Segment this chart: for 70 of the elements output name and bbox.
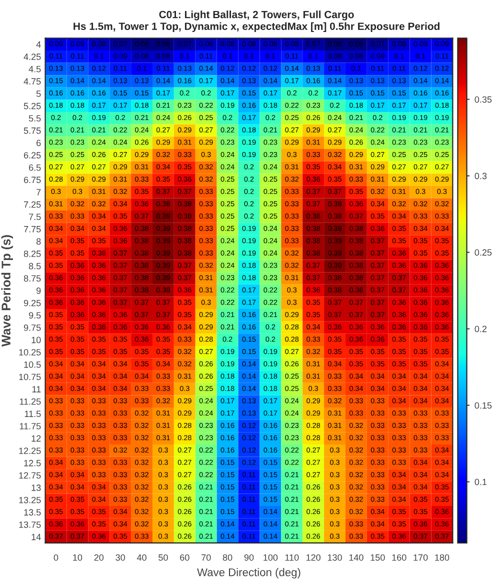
y-tick-label: 11.5	[24, 410, 41, 418]
x-tick-label: 30	[116, 554, 125, 561]
color-bar-label: 0.35	[474, 96, 492, 103]
y-tick-label: 7.5	[29, 214, 41, 220]
y-tick-label: 11	[32, 386, 41, 392]
x-tick-label: 60	[180, 554, 190, 561]
y-tick-label: 5	[36, 90, 41, 97]
y-tick-label: 8.75	[24, 275, 41, 282]
y-tick-label: 9.5	[28, 312, 41, 319]
y-tick-label: 8.5	[28, 262, 41, 270]
y-tick-label: 10.75	[19, 374, 41, 380]
y-tick-label: 13.25	[19, 496, 41, 504]
y-tick-label: 5.75	[24, 128, 41, 134]
x-tick-label: 130	[328, 554, 342, 561]
y-tick-label: 12	[32, 435, 41, 442]
y-tick-label: 13.5	[24, 509, 41, 516]
y-tick-label: 7.75	[24, 226, 41, 232]
chart-title: C01: Light Ballast, 2 Towers, Full Cargo	[159, 10, 354, 20]
color-bar-label: 0.25	[474, 249, 492, 256]
color-bar-label: 0.15	[474, 402, 492, 409]
x-tick-label: 160	[392, 554, 406, 561]
color-bar-label: 0.1	[474, 478, 487, 486]
x-tick-label: 170	[414, 554, 428, 561]
y-tick-label: 8	[36, 238, 41, 245]
y-tick-label: 4.5	[28, 66, 41, 72]
y-tick-label: 4.75	[24, 78, 41, 85]
chart-subtitle: Hs 1.5m, Tower 1 Top, Dynamic x, expectedMax [m] 0.5hr Exposure Period	[74, 22, 440, 32]
x-tick-label: 100	[264, 554, 278, 561]
y-tick-label: 6	[36, 140, 41, 146]
y-tick-label: 4	[36, 41, 41, 48]
x-tick-label: 140	[349, 554, 364, 561]
y-tick-label: 13.75	[19, 521, 41, 528]
y-tick-label: 4.25	[24, 54, 41, 60]
color-bar-label: 0.2	[474, 326, 487, 332]
y-tick-label: 6.5	[29, 164, 41, 171]
x-axis-title: Wave Direction (deg)	[197, 568, 300, 578]
x-tick-label: 0	[54, 554, 58, 561]
x-tick-label: 20	[94, 554, 104, 561]
y-tick-label: 10.5	[24, 361, 41, 368]
y-tick-label: 14	[32, 534, 41, 540]
y-tick-label: 11.25	[20, 398, 41, 405]
x-tick-label: 150	[370, 554, 385, 561]
x-tick-label: 80	[222, 554, 232, 561]
x-tick-label: 120	[306, 554, 320, 561]
y-tick-label: 5.5	[28, 115, 41, 122]
y-tick-label: 13	[32, 484, 41, 491]
y-tick-label: 9	[36, 288, 41, 294]
x-tick-label: 10	[73, 554, 82, 561]
y-tick-label: 6.75	[24, 176, 41, 184]
y-tick-label: 6.25	[24, 152, 41, 158]
y-tick-label: 12.5	[24, 460, 41, 466]
y-axis-title: Wave Period Tp (s)	[1, 235, 13, 347]
y-tick-label: 9.25	[24, 300, 41, 306]
y-tick-label: 9.75	[24, 324, 41, 331]
x-tick-label: 180	[435, 554, 450, 561]
y-tick-label: 8.25	[24, 250, 41, 257]
y-tick-label: 5.25	[24, 102, 41, 110]
y-tick-label: 10	[32, 336, 41, 344]
x-tick-label: 70	[202, 554, 211, 561]
x-tick-label: 50	[158, 554, 168, 561]
y-tick-label: 12.25	[19, 448, 41, 454]
x-tick-label: 40	[136, 554, 146, 561]
y-tick-label: 12.75	[19, 472, 41, 479]
y-tick-label: 10.25	[19, 349, 41, 356]
color-bar-label: 0.3	[474, 172, 487, 180]
y-tick-label: 11.75	[20, 423, 41, 430]
y-tick-label: 7	[36, 189, 41, 196]
x-tick-label: 90	[244, 554, 254, 561]
y-tick-label: 7.25	[24, 201, 41, 208]
x-tick-label: 110	[285, 554, 299, 561]
